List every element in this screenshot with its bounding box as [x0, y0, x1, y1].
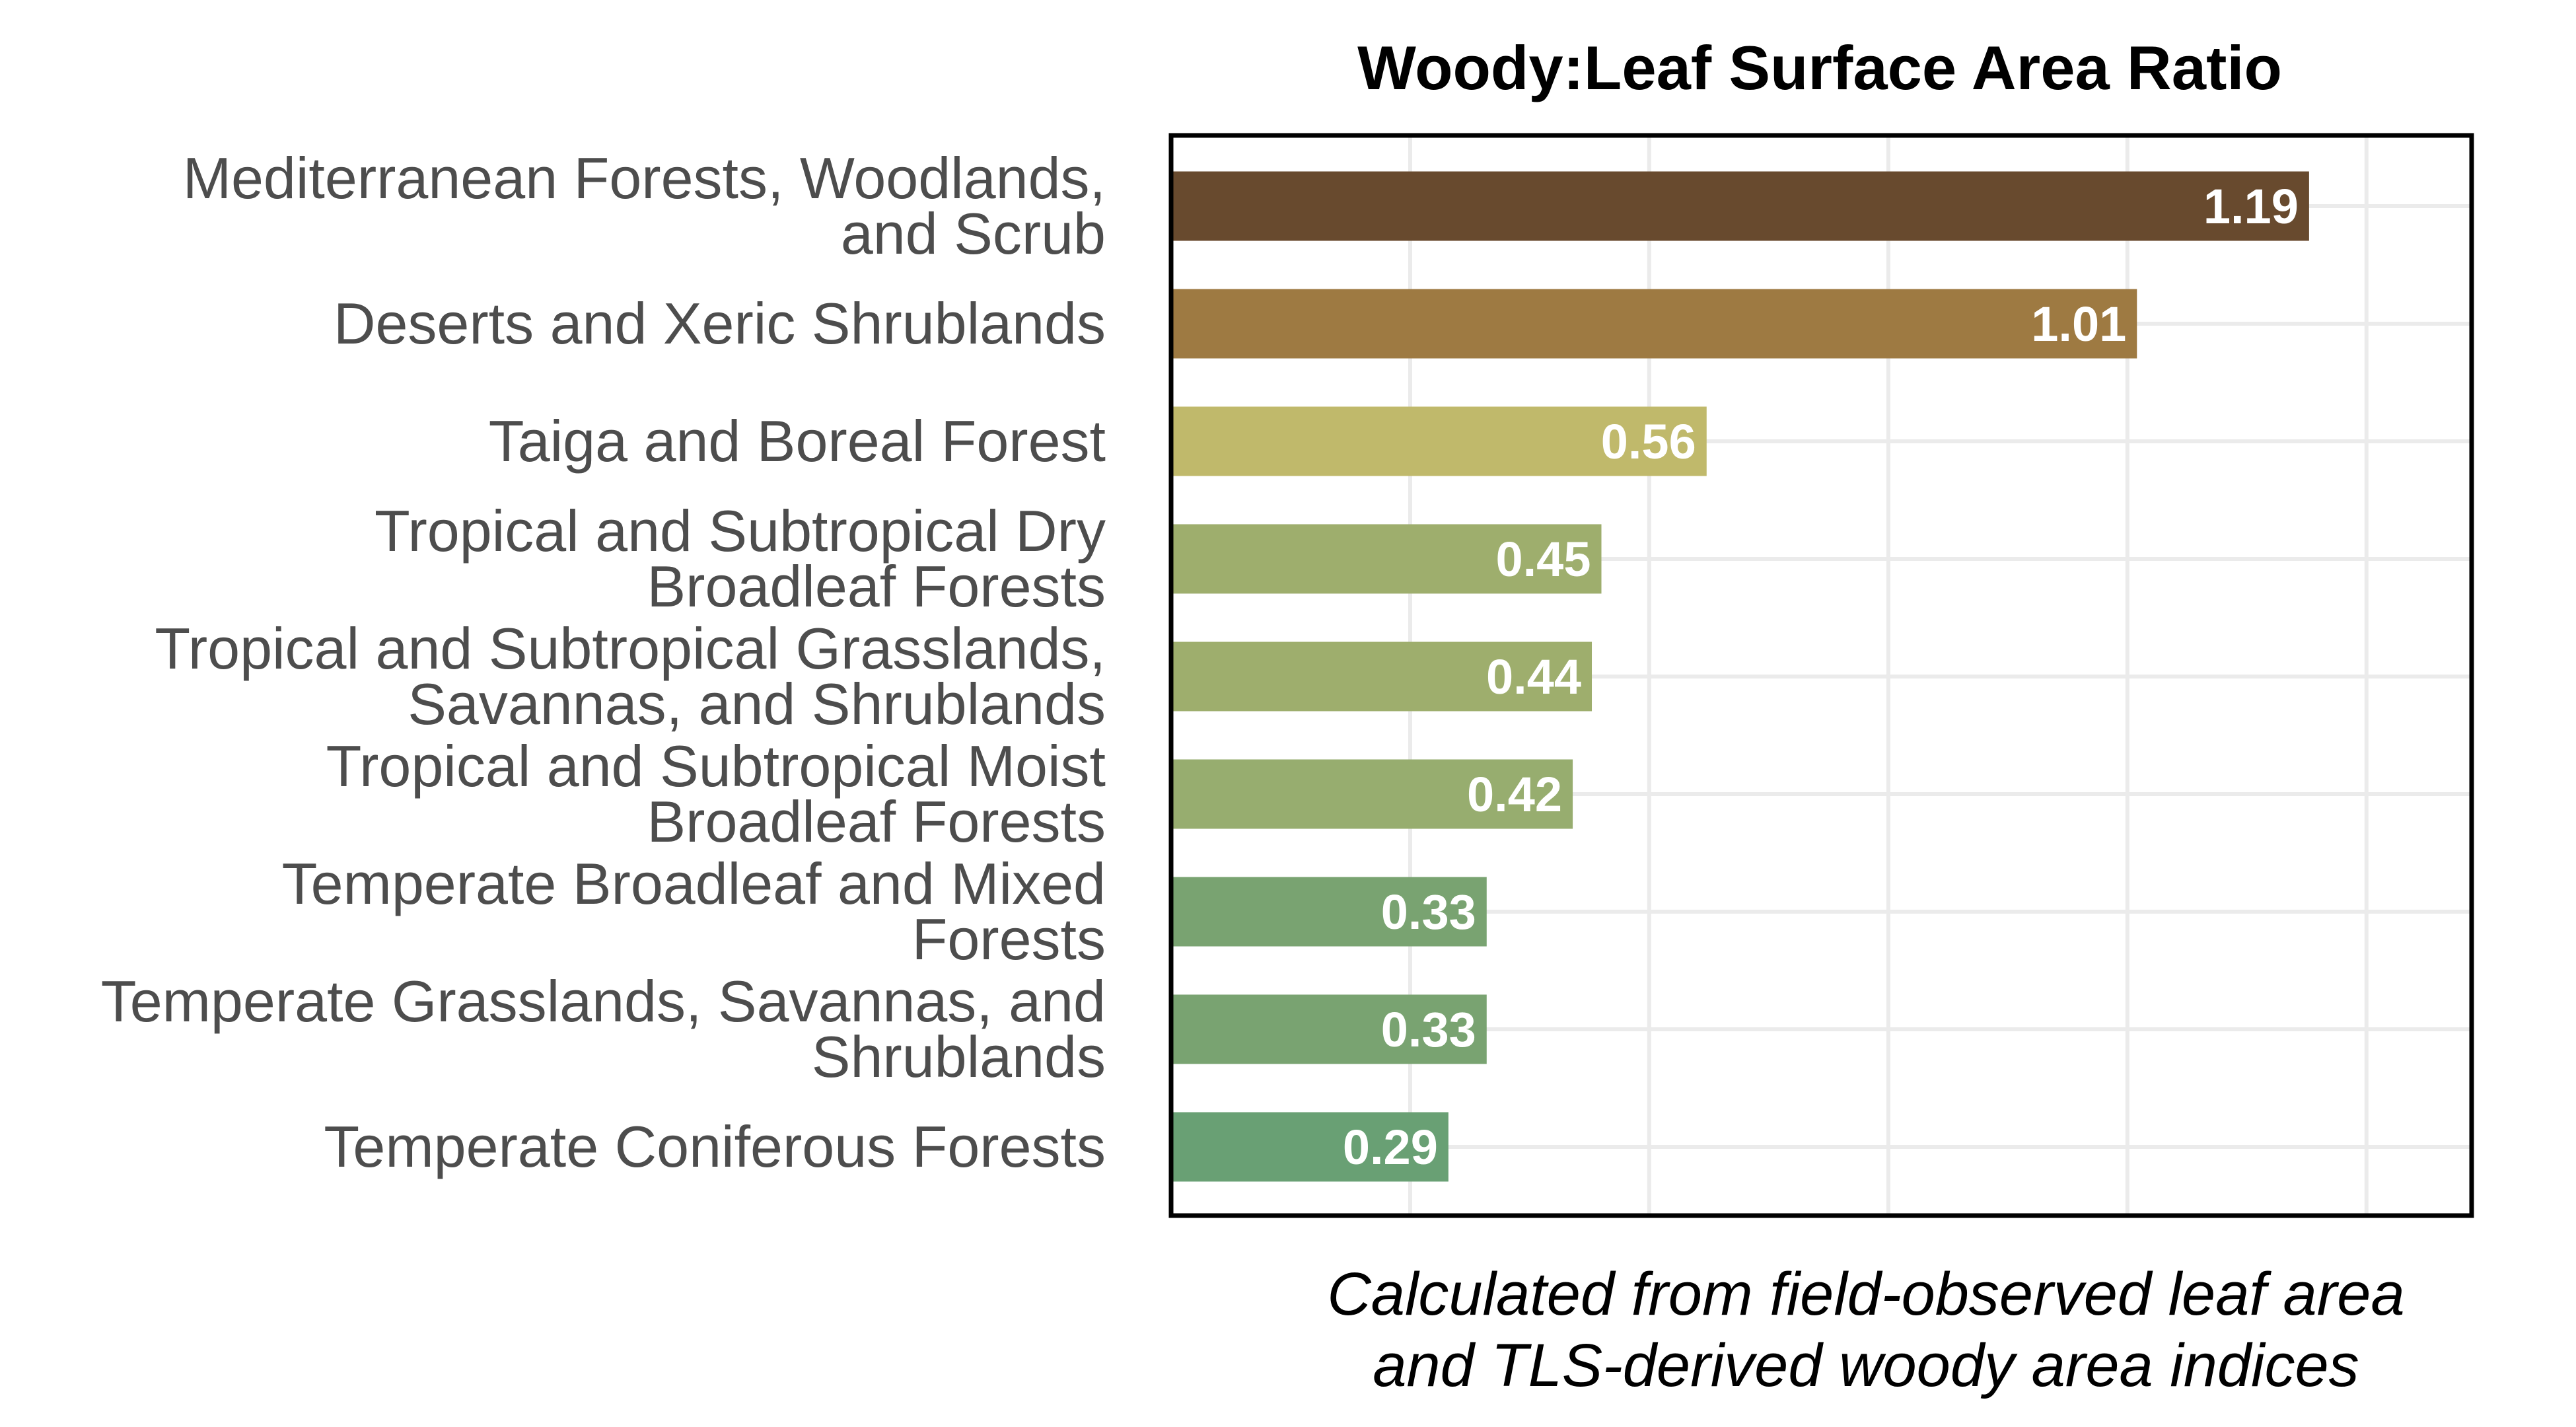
bar: [1171, 994, 1487, 1064]
category-label: Tropical and Subtropical MoistBroadleaf …: [326, 733, 1106, 854]
value-label: 0.45: [1495, 532, 1591, 587]
category-labels: Mediterranean Forests, Woodlands,and Scr…: [101, 145, 1106, 1179]
category-label-line: Temperate Broadleaf and Mixed: [282, 851, 1106, 916]
value-label: 0.29: [1343, 1120, 1438, 1175]
category-label-line: Savannas, and Shrublands: [408, 671, 1106, 737]
category-label: Temperate Coniferous Forests: [324, 1114, 1106, 1179]
bar: [1171, 289, 2137, 359]
bar: [1171, 171, 2309, 241]
category-label: Tropical and Subtropical Grasslands,Sava…: [155, 616, 1106, 737]
category-label-line: Mediterranean Forests, Woodlands,: [183, 145, 1106, 211]
category-label: Deserts and Xeric Shrublands: [334, 291, 1106, 356]
value-label: 0.33: [1381, 885, 1476, 939]
category-label-line: Deserts and Xeric Shrublands: [334, 291, 1106, 356]
bars: [1171, 171, 2309, 1182]
category-label-line: Tropical and Subtropical Grasslands,: [155, 616, 1106, 681]
category-label-line: Broadleaf Forests: [647, 554, 1106, 619]
category-label-line: Forests: [912, 906, 1106, 972]
chart-title: Woody:Leaf Surface Area Ratio: [1357, 33, 2282, 102]
value-label: 0.42: [1467, 767, 1562, 822]
plot-frame: [1168, 133, 2474, 1218]
bar: [1171, 877, 1487, 947]
value-label: 0.33: [1381, 1002, 1476, 1057]
x-axis-label: Calculated from field-observed leaf area…: [1327, 1261, 2404, 1399]
category-label-line: Broadleaf Forests: [647, 789, 1106, 854]
value-label: 0.44: [1486, 649, 1581, 704]
bar: [1171, 1112, 1449, 1182]
category-label-line: and Scrub: [841, 201, 1106, 266]
value-labels: 1.19 1.01 0.56 0.45 0.44 0.42 0.33 0.33 0.29: [1343, 179, 2299, 1175]
x-axis-label-line: and TLS-derived woody area indices: [1373, 1332, 2359, 1399]
category-label-line: Temperate Grasslands, Savannas, and: [101, 969, 1106, 1034]
category-label-line: Tropical and Subtropical Dry: [375, 498, 1106, 564]
category-label: Mediterranean Forests, Woodlands,and Scr…: [183, 145, 1106, 266]
value-label: 1.01: [2031, 297, 2126, 351]
x-axis-label-line: Calculated from field-observed leaf area: [1327, 1261, 2404, 1328]
value-label: 0.56: [1601, 414, 1696, 469]
category-label-line: Shrublands: [812, 1024, 1106, 1089]
value-label: 1.19: [2203, 179, 2299, 234]
bar: [1171, 641, 1592, 712]
category-label: Taiga and Boreal Forest: [489, 408, 1106, 474]
bar: [1171, 406, 1707, 476]
bar: [1171, 524, 1602, 594]
bar: [1171, 759, 1573, 829]
category-label: Temperate Grasslands, Savannas, andShrub…: [101, 969, 1106, 1089]
category-label-line: Tropical and Subtropical Moist: [326, 733, 1106, 799]
category-label-line: Temperate Coniferous Forests: [324, 1114, 1106, 1179]
category-label-line: Taiga and Boreal Forest: [489, 408, 1106, 474]
